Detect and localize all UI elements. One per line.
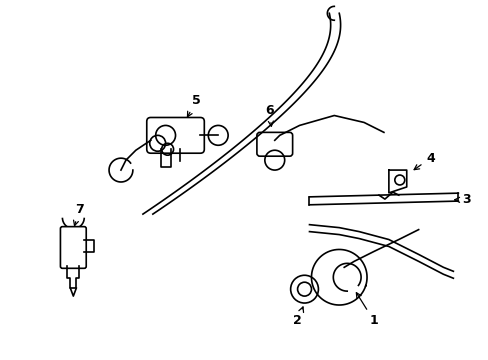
FancyBboxPatch shape <box>256 132 292 156</box>
Text: 1: 1 <box>356 293 378 327</box>
Text: 5: 5 <box>187 94 201 117</box>
FancyBboxPatch shape <box>61 227 86 268</box>
Text: 4: 4 <box>413 152 434 170</box>
Text: 7: 7 <box>73 203 83 226</box>
Text: 2: 2 <box>293 307 303 327</box>
Text: 3: 3 <box>454 193 469 206</box>
Text: 6: 6 <box>265 104 274 126</box>
FancyBboxPatch shape <box>146 117 204 153</box>
